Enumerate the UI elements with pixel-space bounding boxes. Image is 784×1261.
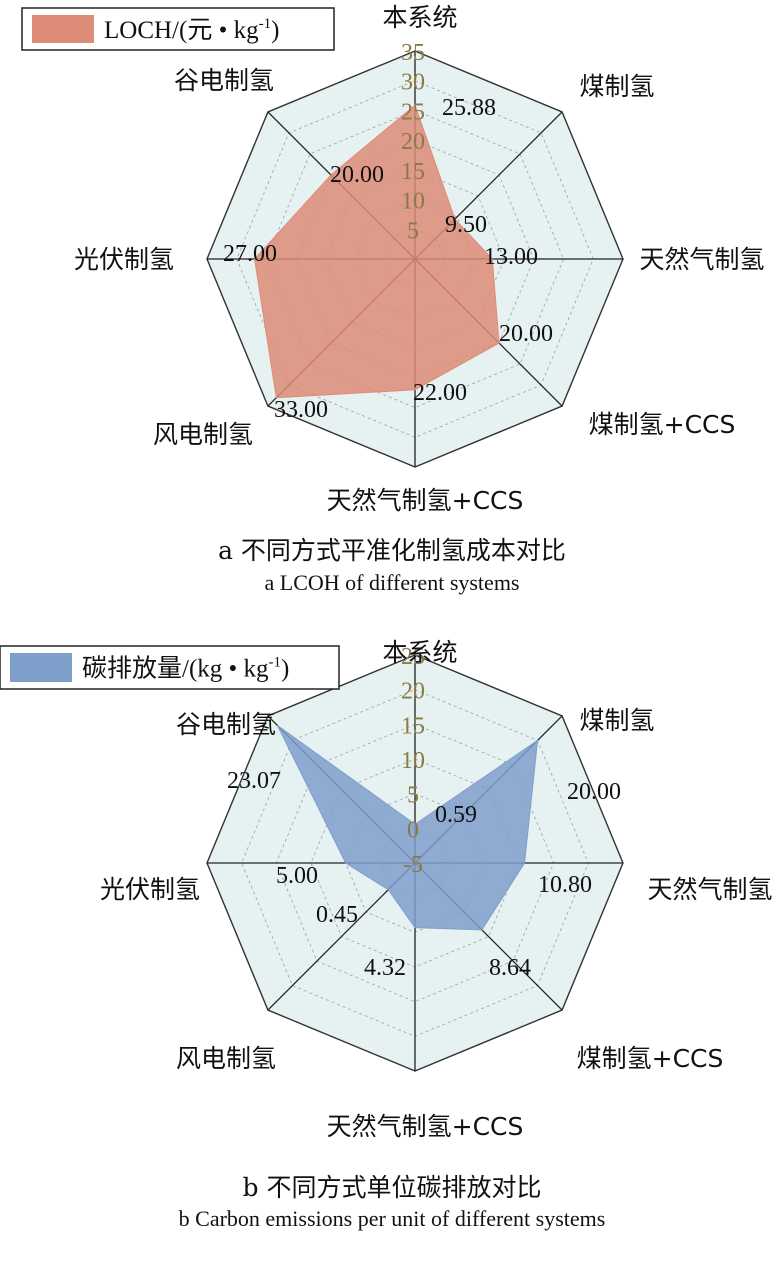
category-label: 天然气制氢+CCS — [327, 1112, 524, 1141]
value-label: 25.88 — [442, 95, 496, 121]
tick-label: 5 — [407, 218, 419, 244]
legend-swatch — [32, 15, 94, 43]
tick-label: -5 — [403, 852, 423, 878]
category-label: 谷电制氢 — [176, 710, 276, 739]
value-label: 13.00 — [484, 244, 538, 270]
value-label: 20.00 — [499, 321, 553, 347]
legend-label: 碳排放量/(kg • kg-1) — [82, 655, 289, 683]
tick-label: 5 — [407, 783, 419, 809]
category-label: 天然气制氢+CCS — [327, 486, 524, 515]
value-label: 20.00 — [567, 779, 621, 805]
category-label: 风电制氢 — [176, 1044, 276, 1073]
category-label: 煤制氢 — [579, 72, 654, 101]
category-label: 本系统 — [382, 638, 457, 667]
tick-label: 20 — [401, 679, 425, 705]
tick-label: 35 — [401, 40, 425, 66]
tick-label: 15 — [401, 713, 425, 739]
value-label: 33.00 — [274, 397, 328, 423]
caption-b-en: b Carbon emissions per unit of different… — [178, 1206, 606, 1231]
caption-b-cn: b 不同方式单位碳排放对比 — [242, 1173, 542, 1202]
value-label: 5.00 — [276, 863, 318, 889]
value-label: 23.07 — [227, 768, 281, 794]
tick-label: 0 — [407, 817, 419, 843]
category-label: 天然气制氢 — [647, 875, 772, 904]
tick-label: 10 — [401, 748, 425, 774]
value-label: 0.45 — [316, 902, 358, 928]
value-label: 9.50 — [445, 212, 487, 238]
tick-label: 30 — [401, 70, 425, 96]
value-label: 27.00 — [223, 241, 277, 267]
legend-label: LOCH/(元 • kg-1) — [104, 16, 279, 44]
caption-a-en: a LCOH of different systems — [264, 570, 520, 595]
value-label: 22.00 — [413, 380, 467, 406]
category-label: 天然气制氢 — [639, 245, 764, 274]
grid-ring — [265, 109, 565, 409]
value-label: 0.59 — [435, 802, 477, 828]
tick-label: 10 — [401, 189, 425, 215]
tick-label: 15 — [401, 159, 425, 185]
category-label: 光伏制氢 — [74, 245, 174, 274]
legend-swatch — [10, 653, 72, 682]
value-label: 10.80 — [538, 872, 592, 898]
value-label: 20.00 — [330, 162, 384, 188]
category-label: 光伏制氢 — [100, 875, 200, 904]
category-label: 煤制氢+CCS — [577, 1044, 724, 1073]
category-label: 风电制氢 — [153, 420, 253, 449]
value-label: 4.32 — [364, 955, 406, 981]
tick-label: 20 — [401, 129, 425, 155]
value-label: 8.64 — [489, 955, 531, 981]
tick-label: 25 — [401, 99, 425, 125]
grid-ring — [236, 80, 594, 438]
caption-a-cn: a 不同方式平准化制氢成本对比 — [218, 536, 566, 565]
category-label: 谷电制氢 — [174, 66, 274, 95]
data-area — [276, 724, 539, 931]
category-label: 本系统 — [382, 3, 457, 32]
data-area — [254, 104, 500, 399]
category-label: 煤制氢+CCS — [589, 410, 736, 439]
tick-label: 25 — [401, 644, 425, 670]
category-label: 煤制氢 — [579, 706, 654, 735]
